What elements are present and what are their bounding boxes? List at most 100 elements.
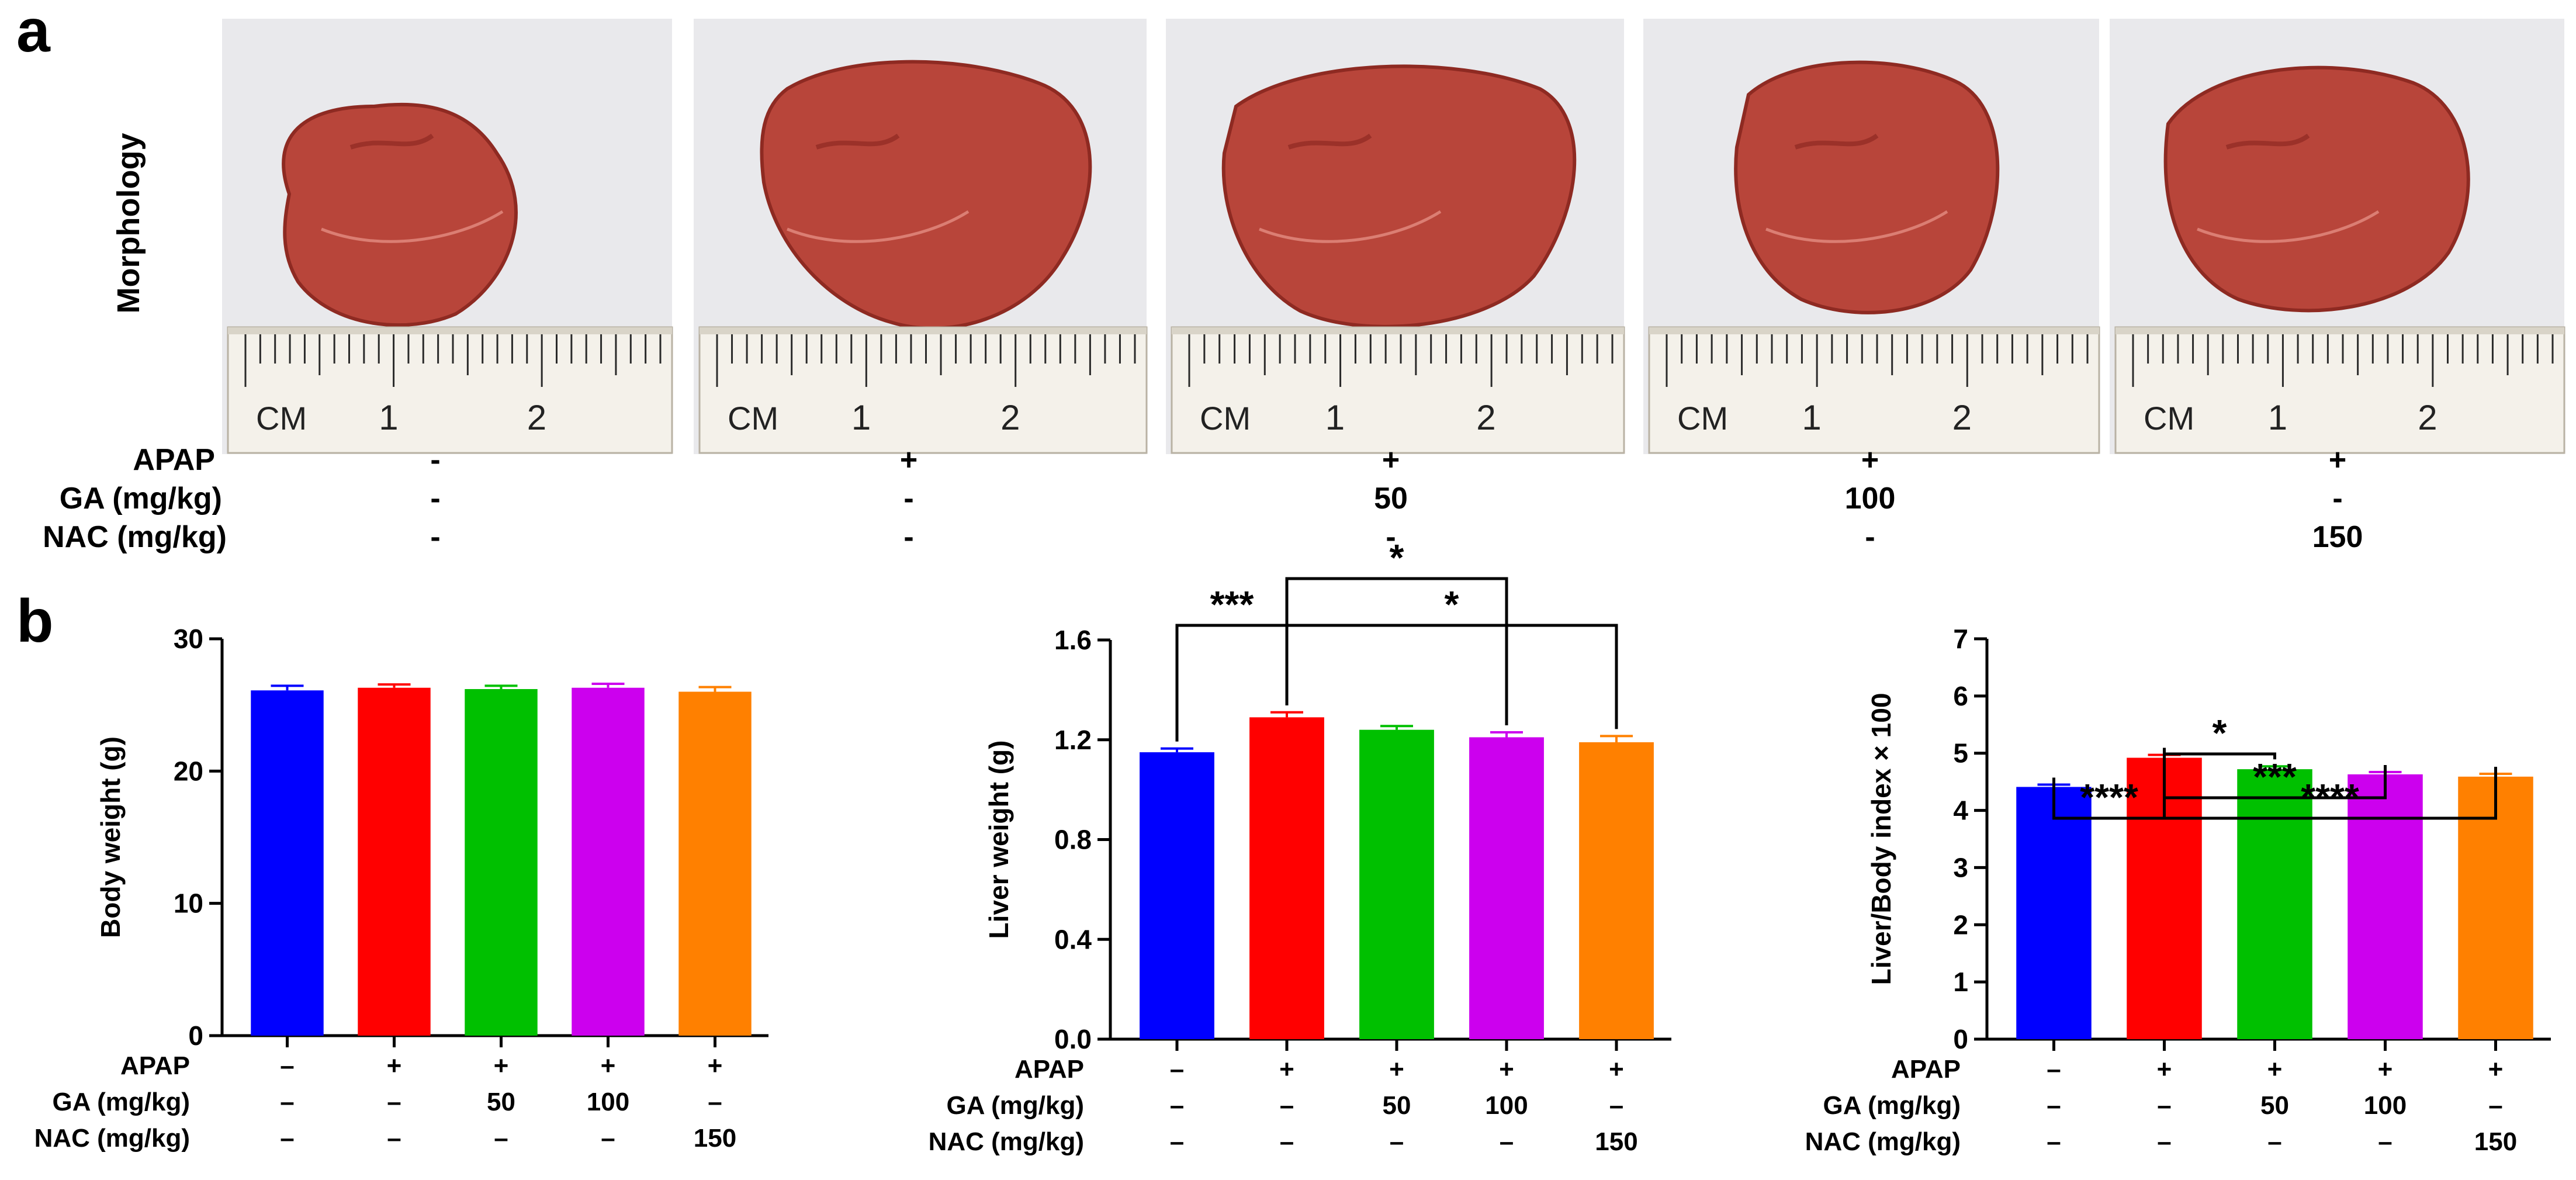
- condition-value: -: [430, 443, 440, 477]
- condition-value: -: [2332, 482, 2342, 515]
- condition-label: NAC (mg/kg): [1805, 1127, 1961, 1156]
- condition-value: +: [708, 1051, 723, 1080]
- condition-value: 150: [2312, 520, 2363, 554]
- ruler-unit: CM: [256, 400, 307, 437]
- condition-value: +: [2488, 1055, 2504, 1084]
- liver-photo-row: CM 1 2 CM 1 2 CM 1 2 CM 1 2 CM 1 2: [222, 19, 2565, 454]
- y-tick-label: 0: [1953, 1024, 1968, 1054]
- condition-value: +: [1389, 1055, 1404, 1084]
- ruler-unit: CM: [2144, 400, 2194, 437]
- condition-value: –: [280, 1124, 294, 1153]
- y-tick-label: 10: [174, 888, 203, 919]
- condition-value: 150: [694, 1124, 736, 1153]
- significance-bracket: [1285, 624, 1618, 729]
- y-axis-label: Liver weight (g): [984, 740, 1014, 939]
- condition-value: 50: [1374, 482, 1408, 515]
- condition-value: -: [903, 520, 913, 554]
- significance-stars: *: [2213, 712, 2227, 754]
- condition-value: –: [387, 1088, 401, 1116]
- condition-value: +: [1499, 1055, 1514, 1084]
- condition-value: –: [2378, 1127, 2392, 1156]
- condition-value: +: [1279, 1055, 1294, 1084]
- y-axis-label: Liver/Body index × 100: [1866, 693, 1896, 985]
- bar: [1469, 737, 1544, 1039]
- y-tick-label: 6: [1953, 681, 1968, 711]
- condition-value: +: [2378, 1055, 2393, 1084]
- condition-value: 50: [487, 1088, 515, 1116]
- significance-stars: ****: [2080, 776, 2138, 818]
- bar: [465, 689, 538, 1036]
- condition-value: +: [1861, 443, 1879, 477]
- bar: [2458, 776, 2533, 1039]
- condition-value: -: [903, 482, 913, 515]
- ruler-mark-2: 2: [1952, 398, 1972, 437]
- y-tick-label: 7: [1953, 624, 1968, 654]
- condition-label: GA (mg/kg): [53, 1088, 190, 1116]
- condition-value: -: [1386, 520, 1396, 554]
- condition-value: –: [1170, 1055, 1184, 1084]
- bar: [358, 687, 431, 1036]
- y-tick-label: 1.2: [1054, 725, 1092, 755]
- condition-value: –: [2047, 1055, 2061, 1084]
- ruler-mark-1: 1: [1325, 398, 1345, 437]
- condition-value: +: [1609, 1055, 1624, 1084]
- bar: [251, 690, 324, 1036]
- condition-value: –: [1609, 1091, 1623, 1120]
- condition-value: –: [494, 1124, 508, 1153]
- panel-a-condition-values: - + + + + - - 50 100 - - - - - 150: [430, 443, 2363, 554]
- condition-value: –: [280, 1088, 294, 1116]
- liver-weight-chart: Liver weight (g)0.00.40.81.21.6*** **APAP…: [929, 537, 1671, 1156]
- liver-specimen: [1221, 64, 1577, 328]
- bar: [1579, 742, 1654, 1039]
- condition-value: +: [900, 443, 917, 477]
- y-tick-label: 2: [1953, 909, 1968, 940]
- y-tick-label: 5: [1953, 738, 1968, 769]
- ruler-mark-2: 2: [2418, 398, 2437, 437]
- condition-value: +: [2329, 443, 2346, 477]
- ruler-mark-1: 1: [2268, 398, 2287, 437]
- ruler: CM 1 2: [2114, 326, 2565, 454]
- condition-value: 50: [1383, 1091, 1411, 1120]
- condition-value: –: [708, 1088, 722, 1116]
- condition-value: –: [1280, 1091, 1294, 1120]
- y-tick-label: 0.0: [1054, 1024, 1092, 1054]
- condition-value: –: [1390, 1127, 1404, 1156]
- ruler: CM 1 2: [698, 326, 1148, 454]
- liver-photo: CM 1 2: [694, 19, 1148, 454]
- significance-bracket: [1285, 577, 1508, 725]
- y-axis-label: Body weight (g): [95, 736, 126, 938]
- bar: [2016, 787, 2092, 1039]
- body-weight-chart: Body weight (g) 0 10 20 30 APAP – + + + + GA (mg/kg…: [34, 624, 768, 1153]
- condition-value: –: [1280, 1127, 1294, 1156]
- condition-label-apap: APAP: [133, 443, 215, 477]
- panel-b-label: b: [16, 587, 54, 655]
- condition-label: NAC (mg/kg): [34, 1124, 190, 1153]
- y-tick-label: 1.6: [1054, 625, 1092, 655]
- bar: [1140, 752, 1214, 1039]
- condition-value: –: [2047, 1091, 2061, 1120]
- panel-a-condition-labels: APAP GA (mg/kg) NAC (mg/kg): [43, 443, 227, 554]
- ruler: CM 1 2: [1171, 326, 1625, 454]
- condition-label: GA (mg/kg): [947, 1091, 1084, 1120]
- condition-value: –: [387, 1124, 401, 1153]
- condition-value: -: [1865, 520, 1875, 554]
- y-tick-label: 1: [1953, 967, 1968, 997]
- liver-photo: CM 1 2: [2110, 19, 2565, 454]
- significance-stars: *: [1445, 583, 1459, 625]
- panel-a-label: a: [16, 0, 51, 65]
- condition-value: +: [1382, 443, 1400, 477]
- condition-label: APAP: [1891, 1055, 1961, 1084]
- condition-value: –: [1170, 1127, 1184, 1156]
- condition-label-nac: NAC (mg/kg): [43, 520, 227, 554]
- condition-label: GA (mg/kg): [1823, 1091, 1961, 1120]
- y-tick-label: 0.4: [1054, 924, 1092, 954]
- y-tick-label: 20: [174, 756, 203, 786]
- liver-specimen: [1734, 60, 2000, 314]
- condition-label: APAP: [1015, 1055, 1084, 1084]
- significance-stars: *: [1390, 537, 1404, 579]
- y-tick-label: 0.8: [1054, 825, 1092, 855]
- condition-value: 150: [2474, 1127, 2517, 1156]
- y-tick-label: 4: [1953, 795, 1968, 826]
